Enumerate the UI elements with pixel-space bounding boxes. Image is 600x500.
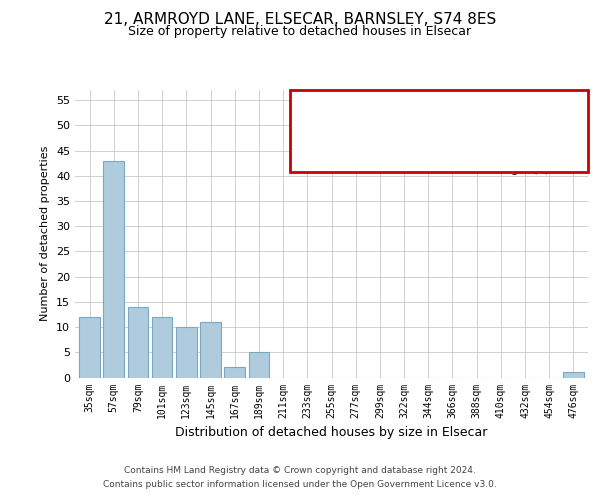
Bar — [152, 317, 172, 378]
Text: <1% of semi-detached houses are larger (0) →: <1% of semi-detached houses are larger (… — [301, 165, 562, 175]
Bar — [563, 372, 584, 378]
Bar — [128, 307, 148, 378]
Bar — [176, 327, 197, 378]
Text: Size of property relative to detached houses in Elsecar: Size of property relative to detached ho… — [128, 25, 472, 38]
Bar — [224, 368, 245, 378]
Bar — [248, 352, 269, 378]
Text: 21 ARMROYD LANE: 476sqm: 21 ARMROYD LANE: 476sqm — [346, 98, 533, 112]
Text: Contains HM Land Registry data © Crown copyright and database right 2024.: Contains HM Land Registry data © Crown c… — [124, 466, 476, 475]
Text: Contains public sector information licensed under the Open Government Licence v3: Contains public sector information licen… — [103, 480, 497, 489]
Text: 21, ARMROYD LANE, ELSECAR, BARNSLEY, S74 8ES: 21, ARMROYD LANE, ELSECAR, BARNSLEY, S74… — [104, 12, 496, 28]
Y-axis label: Number of detached properties: Number of detached properties — [40, 146, 50, 322]
Text: ← >99% of detached houses are smaller (115): ← >99% of detached houses are smaller (1… — [301, 132, 560, 141]
Bar — [79, 317, 100, 378]
X-axis label: Distribution of detached houses by size in Elsecar: Distribution of detached houses by size … — [175, 426, 488, 439]
Bar — [103, 160, 124, 378]
Bar — [200, 322, 221, 378]
